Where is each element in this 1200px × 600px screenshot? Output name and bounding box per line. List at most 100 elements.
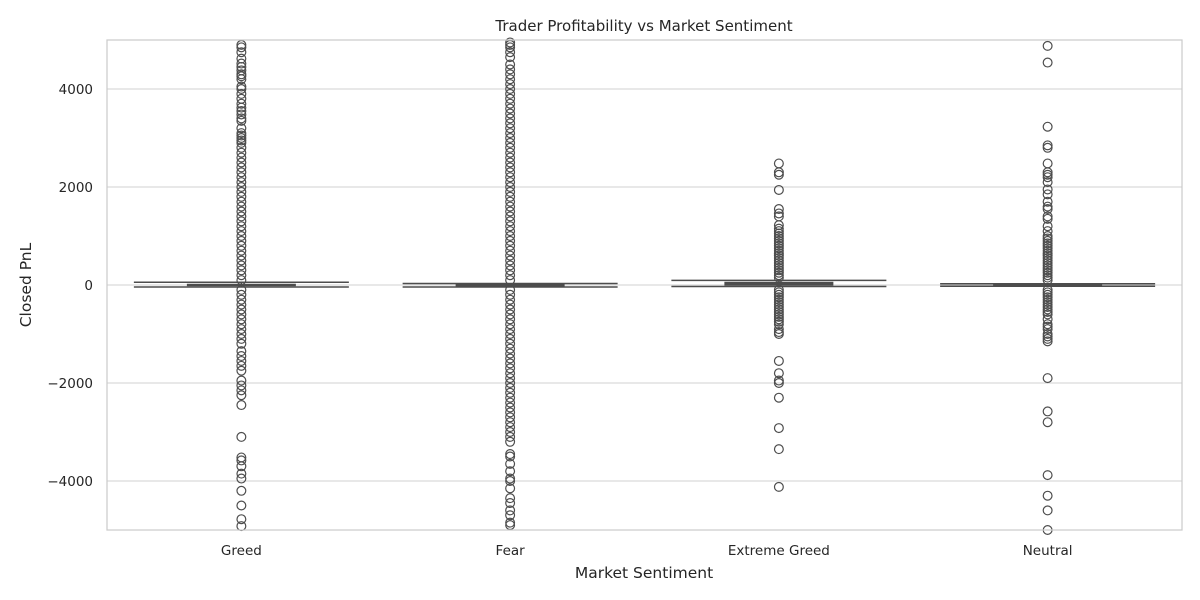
outlier-point [1042,221,1053,232]
outlier-point [773,243,784,254]
outlier-point [236,375,247,386]
outlier-point [1042,299,1053,310]
outlier-point [773,444,784,455]
outlier-point [773,253,784,264]
outlier-point [773,262,784,273]
outlier-point [236,333,247,344]
outlier-point [1042,302,1053,313]
outlier-point [236,98,247,109]
outlier-point [236,74,247,85]
outlier-point [505,294,516,305]
outlier-point [505,226,516,237]
outlier-point [505,137,516,148]
outlier-point [773,260,784,271]
outlier-point [1042,470,1053,481]
outlier-point [236,235,247,246]
outlier-point [1042,304,1053,315]
outlier-point [505,473,516,484]
outlier-point [1042,331,1053,342]
outlier-point [236,135,247,146]
outlier-point [505,498,516,509]
outlier-point [1042,306,1053,317]
outlier-point [236,360,247,371]
outlier-point [505,353,516,364]
outlier-point [505,363,516,374]
outlier-point [236,473,247,484]
outlier-point [505,47,516,58]
outlier-point [1042,490,1053,501]
outlier-point [236,88,247,99]
outlier-point [773,267,784,278]
outlier-point [1042,309,1053,320]
outlier-point [505,93,516,104]
outlier-point [1042,275,1053,286]
outlier-point [773,257,784,268]
outlier-point [236,162,247,173]
outlier-point [236,201,247,212]
outlier-point [505,128,516,139]
outlier-point [1042,406,1053,417]
outlier-point [505,319,516,330]
outlier-point [236,130,247,141]
outlier-point [1042,238,1053,249]
outlier-point [236,275,247,286]
outlier-point [505,191,516,202]
outlier-point [1042,260,1053,271]
outlier-point [1042,297,1053,308]
outlier-point [505,260,516,271]
outlier-point [1042,177,1053,188]
outlier-point [505,37,516,48]
outlier-point [505,118,516,129]
outlier-point [505,407,516,418]
outlier-point [505,196,516,207]
outlier-point [1042,505,1053,516]
outlier-point [236,270,247,281]
outlier-point [1042,255,1053,266]
outlier-point [505,211,516,222]
outlier-point [236,167,247,178]
outlier-point [773,228,784,239]
outlier-point [1042,292,1053,303]
outlier-point [236,152,247,163]
outlier-point [236,191,247,202]
outlier-point [1042,121,1053,132]
outlier-point [505,216,516,227]
outlier-point [1042,248,1053,259]
outlier-point [505,245,516,256]
outlier-point [236,500,247,511]
outlier-point [773,204,784,215]
outlier-point [236,346,247,357]
outlier-point [236,177,247,188]
outlier-point [505,182,516,193]
outlier-point [236,514,247,525]
outlier-point [505,206,516,217]
outlier-point [236,255,247,266]
outlier-point [505,309,516,320]
outlier-point [236,365,247,376]
outlier-point [505,333,516,344]
outlier-point [1042,211,1053,222]
outlier-point [505,289,516,300]
x-axis-label: Market Sentiment [575,564,713,582]
outlier-point [236,309,247,320]
outlier-point [1042,250,1053,261]
outlier-point [236,390,247,401]
outlier-point [773,255,784,266]
outlier-point [1042,287,1053,298]
outlier-point [236,137,247,148]
outlier-point [236,260,247,271]
outlier-point [505,69,516,80]
outlier-point [773,294,784,305]
outlier-point [505,505,516,516]
outlier-point [236,83,247,94]
outlier-point [1042,140,1053,151]
outlier-point [505,324,516,335]
outlier-point [773,368,784,379]
y-tick-labels: 4000 2000 0 −2000 −4000 [47,82,93,490]
outlier-point [236,431,247,442]
outlier-point [505,458,516,469]
outlier-point [236,338,247,349]
outlier-point [1042,189,1053,200]
outlier-point [236,385,247,396]
